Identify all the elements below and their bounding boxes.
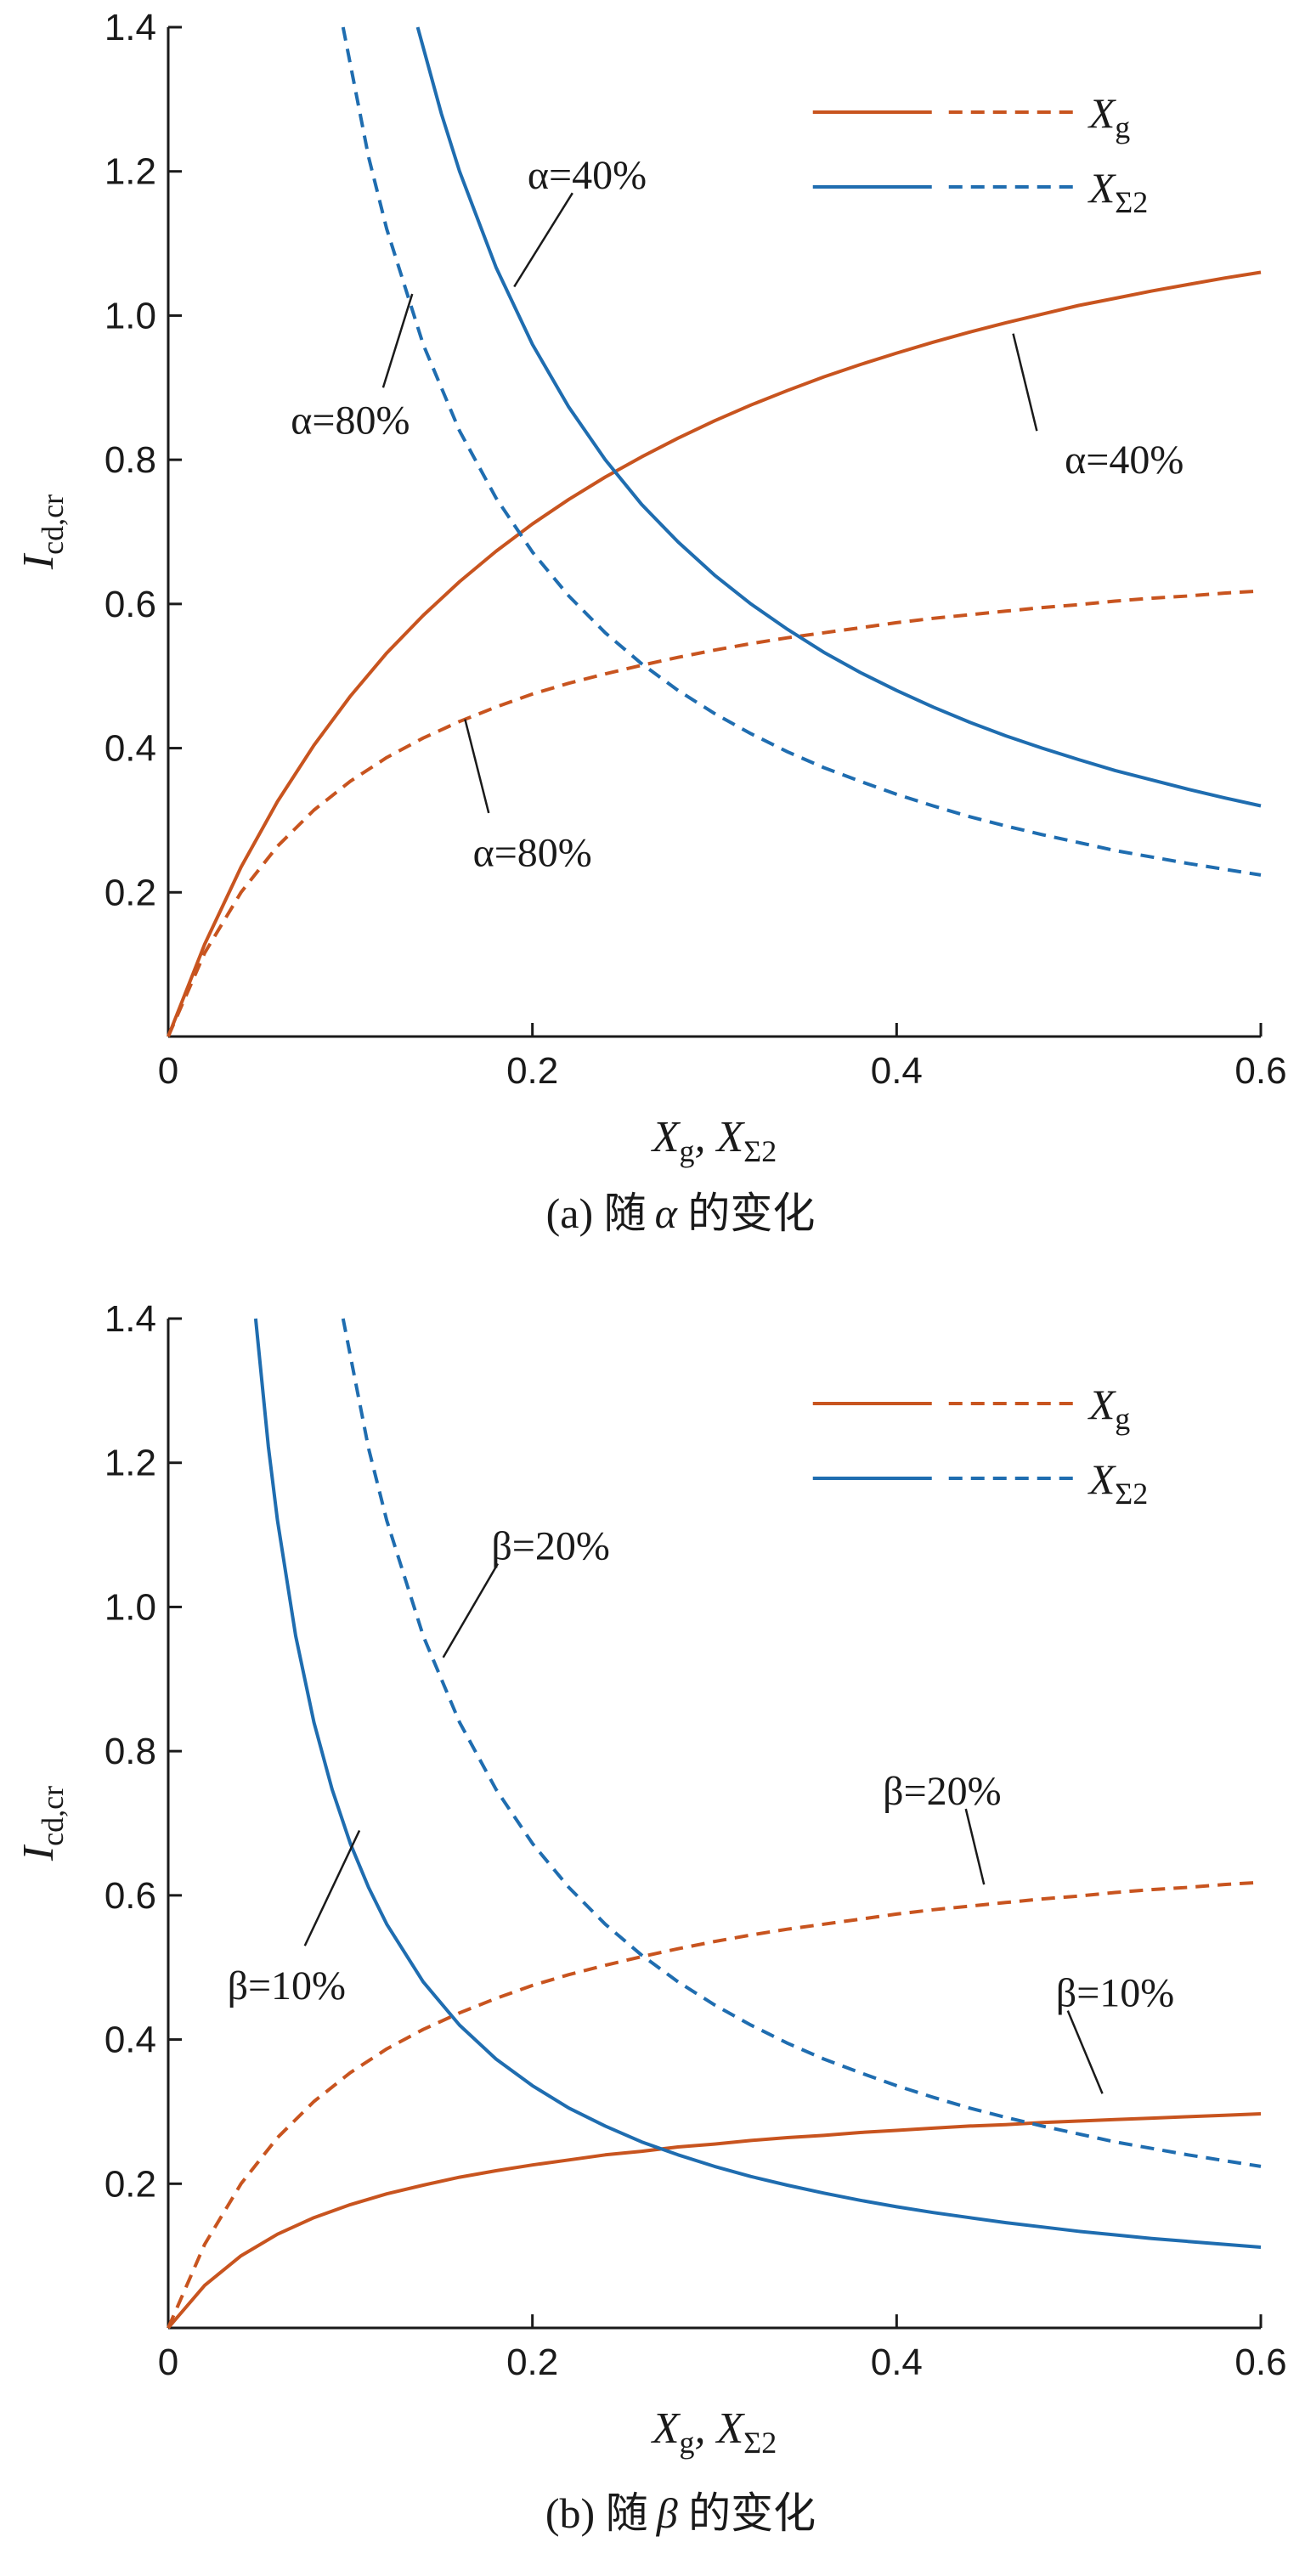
annotation-label: β=10%: [228, 1963, 346, 2008]
y-tick-label: 1.2: [105, 1443, 156, 1484]
y-tick-label: 0.2: [105, 872, 156, 913]
y-tick-label: 1.4: [105, 7, 156, 48]
annotation-label: α=80%: [473, 831, 592, 876]
x-axis-title-main: X: [651, 2404, 681, 2453]
series-line-blue-dashed: [341, 1318, 1262, 2168]
annotation-leader: [964, 1808, 986, 1885]
x-axis-title-main: X: [651, 1113, 681, 1161]
x-axis-title-main: , X: [695, 2404, 746, 2453]
legend-label-main: X: [1088, 164, 1117, 212]
annotation-leader: [303, 1829, 361, 1946]
annotation-label: α=40%: [528, 153, 647, 198]
x-tick-label: 0.2: [506, 2342, 558, 2383]
x-axis-title: Xg, XΣ2: [651, 1113, 777, 1168]
series-line-orange-dashed: [167, 1880, 1262, 2329]
caption-symbol: β: [656, 2489, 678, 2537]
legend-label: XΣ2: [1088, 1455, 1149, 1511]
y-tick-label: 0.6: [105, 1875, 156, 1917]
y-axis-title-main: I: [14, 552, 63, 570]
x-axis-title-main: , X: [695, 1113, 746, 1161]
legend-label: Xg: [1088, 89, 1131, 144]
x-tick-label: 0.6: [1234, 2342, 1286, 2383]
y-tick-label: 0.6: [105, 584, 156, 625]
y-tick-label: 1.4: [105, 1298, 156, 1340]
series-line-orange-solid: [167, 2112, 1262, 2330]
y-axis-title-main: I: [14, 1844, 63, 1861]
annotation-leader: [1012, 333, 1038, 432]
caption-prefix: (b) 随: [545, 2489, 648, 2537]
caption-suffix: 的变化: [678, 2489, 816, 2537]
y-axis-title: Icd,cr: [14, 1786, 70, 1861]
y-axis-title-sub: cd,cr: [36, 1786, 70, 1846]
legend-label-sub: Σ2: [1115, 185, 1148, 219]
y-tick-label: 0.4: [105, 728, 156, 770]
x-tick-label: 0: [158, 2342, 178, 2383]
y-axis-title-sub: cd,cr: [36, 494, 70, 555]
x-axis-title: Xg, XΣ2: [651, 2404, 777, 2460]
series-line-orange-solid: [167, 270, 1262, 1037]
annotation-label: β=10%: [1056, 1970, 1174, 2015]
y-tick-label: 0.8: [105, 1731, 156, 1772]
panel-a-chart: 0 0.2 0.4 0.6 0.2 0.4 0.6 0.8 1.0 1.2 1.4 α=40% α=80…: [14, 7, 1287, 1237]
annotation-label: α=40%: [1065, 438, 1184, 483]
annotation-leader: [1066, 2010, 1104, 2094]
x-tick-label: 0.6: [1234, 1050, 1286, 1092]
legend-label-main: X: [1088, 1455, 1117, 1503]
x-axis-title-sub: Σ2: [743, 2426, 777, 2460]
series-line-orange-dashed: [167, 589, 1262, 1037]
annotation-leader: [464, 719, 490, 814]
x-tick-label: 0.4: [871, 1050, 923, 1092]
caption-symbol: α: [655, 1189, 679, 1237]
x-tick-label: 0: [158, 1050, 178, 1092]
annotation-leader: [442, 1562, 500, 1658]
y-tick-label: 1.0: [105, 295, 156, 336]
series-line-blue-solid: [253, 1318, 1262, 2249]
y-tick-label: 0.2: [105, 2163, 156, 2205]
series-line-blue-dashed: [341, 26, 1262, 877]
legend-label-main: X: [1088, 1381, 1117, 1428]
legend-label-sub: g: [1115, 1402, 1130, 1436]
x-tick-label: 0.2: [506, 1050, 558, 1092]
x-axis-title-sub: g: [680, 1134, 695, 1168]
annotation-label: β=20%: [491, 1523, 609, 1568]
legend-label-sub: g: [1115, 110, 1130, 144]
annotation-leader: [381, 293, 414, 388]
x-axis-title-sub: Σ2: [743, 1134, 777, 1168]
annotation-label: β=20%: [883, 1769, 1001, 1814]
caption-suffix: 的变化: [677, 1189, 816, 1237]
y-tick-label: 0.8: [105, 439, 156, 481]
x-tick-label: 0.4: [871, 2342, 923, 2383]
annotation-leader: [513, 192, 573, 288]
panel-b-chart: 0 0.2 0.4 0.6 0.2 0.4 0.6 0.8 1.0 1.2 1.4 β=20% β=10…: [14, 1298, 1287, 2537]
y-tick-label: 1.0: [105, 1586, 156, 1628]
x-axis-title-sub: g: [680, 2426, 695, 2460]
annotation-label: α=80%: [291, 398, 410, 443]
y-tick-label: 1.2: [105, 151, 156, 193]
legend-label: XΣ2: [1088, 164, 1149, 219]
legend-label: Xg: [1088, 1381, 1131, 1436]
legend-label-main: X: [1088, 89, 1117, 137]
legend-label-sub: Σ2: [1115, 1477, 1148, 1511]
y-axis-title: Icd,cr: [14, 494, 70, 570]
y-tick-label: 0.4: [105, 2020, 156, 2061]
series-line-blue-solid: [415, 26, 1262, 808]
caption-prefix: (a) 随: [546, 1189, 647, 1237]
